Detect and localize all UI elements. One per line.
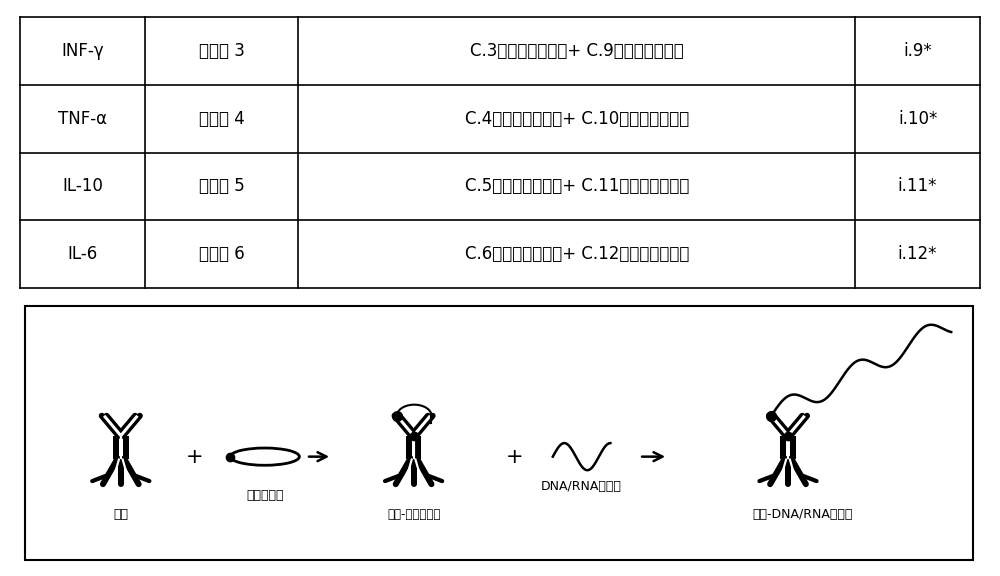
Text: +: + <box>186 446 204 467</box>
Text: 连接链 3: 连接链 3 <box>199 42 245 60</box>
Text: C.5（一级放大链）+ C.11（二级放大链）: C.5（一级放大链）+ C.11（二级放大链） <box>465 177 689 195</box>
Text: C.6（一级放大链）+ C.12（二级放大链）: C.6（一级放大链）+ C.12（二级放大链） <box>465 245 689 263</box>
Text: 抗体-DNA/RNA连接链: 抗体-DNA/RNA连接链 <box>752 507 853 521</box>
Text: INF-γ: INF-γ <box>61 42 104 60</box>
Text: C.4（一级放大链）+ C.10（二级放大链）: C.4（一级放大链）+ C.10（二级放大链） <box>465 110 689 128</box>
Text: 连接链 6: 连接链 6 <box>199 245 244 263</box>
Ellipse shape <box>230 448 299 465</box>
Text: 连接链 4: 连接链 4 <box>199 110 244 128</box>
Text: i.9*: i.9* <box>903 42 932 60</box>
Text: i.12*: i.12* <box>898 245 937 263</box>
Text: 连接中间体: 连接中间体 <box>246 488 284 502</box>
Text: 连接链 5: 连接链 5 <box>199 177 244 195</box>
Text: IL-6: IL-6 <box>67 245 98 263</box>
Text: 抗体-连接中间体: 抗体-连接中间体 <box>387 507 440 521</box>
Text: IL-10: IL-10 <box>62 177 103 195</box>
Text: TNF-α: TNF-α <box>58 110 107 128</box>
Text: i.11*: i.11* <box>898 177 937 195</box>
Text: 抗体: 抗体 <box>113 507 128 521</box>
Text: +: + <box>506 446 523 467</box>
Text: i.10*: i.10* <box>898 110 937 128</box>
Text: DNA/RNA连接链: DNA/RNA连接链 <box>541 480 622 493</box>
FancyBboxPatch shape <box>25 306 973 559</box>
Text: C.3（一级放大链）+ C.9（二级放大链）: C.3（一级放大链）+ C.9（二级放大链） <box>470 42 684 60</box>
